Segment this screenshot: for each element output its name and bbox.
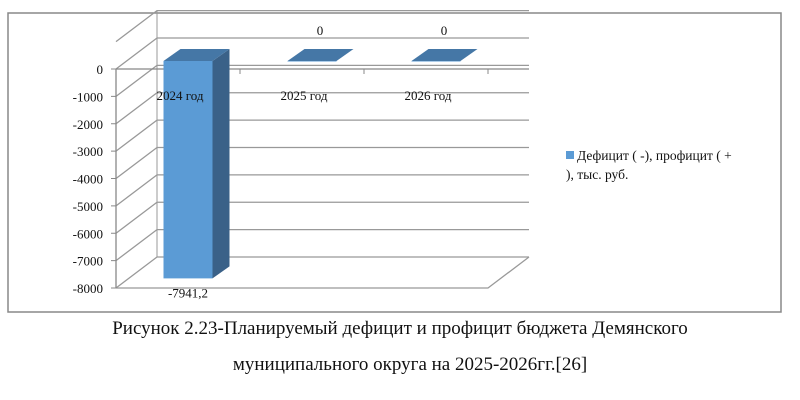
y-tick-label: -6000 — [73, 226, 103, 241]
data-label: 0 — [441, 23, 448, 38]
gridline — [115, 201, 529, 234]
floor-edge — [116, 256, 530, 289]
figure-caption-line1: Рисунок 2.23-Планируемый дефицит и профи… — [112, 318, 688, 339]
gridline — [115, 64, 529, 97]
y-tick-label: -5000 — [73, 199, 103, 214]
legend-swatch — [566, 151, 574, 159]
y-tick-label: 0 — [97, 62, 104, 77]
gridline — [115, 119, 529, 152]
legend: Дефицит ( -), профицит ( + ), тыс. руб. — [566, 146, 776, 184]
gridline — [115, 146, 529, 180]
bar-top — [287, 49, 354, 61]
y-tick-label: -7000 — [73, 254, 103, 269]
y-tick-label: -8000 — [73, 281, 103, 296]
data-label: -7941,2 — [168, 285, 208, 300]
y-tick-label: -1000 — [73, 89, 103, 104]
category-label: 2024 год — [157, 88, 204, 103]
gridline — [115, 256, 529, 289]
y-tick-label: -4000 — [73, 172, 103, 187]
legend-label-line1: Дефицит ( -), профицит ( + — [577, 148, 732, 163]
gridline — [115, 9, 529, 43]
gridline — [115, 37, 529, 70]
bar-front — [163, 61, 213, 279]
category-label: 2025 год — [281, 88, 328, 103]
gridline — [115, 228, 529, 262]
y-tick-label: -3000 — [73, 144, 103, 159]
bar-chart: 0 -1000 -2000 -3000 -4000 -5000 -6000 -7000 -800… — [7, 9, 782, 313]
bar-front — [411, 61, 461, 62]
category-label: 2026 год — [405, 88, 452, 103]
bar-top — [163, 49, 230, 61]
legend-label-line2: ), тыс. руб. — [566, 167, 629, 182]
bar-side — [212, 49, 230, 279]
y-tick-label: -2000 — [73, 117, 103, 132]
bar-top — [411, 49, 478, 61]
figure-caption-line2: муниципального округа на 2025-2026гг.[26… — [232, 354, 588, 375]
gridline — [115, 92, 529, 125]
gridline — [115, 174, 529, 207]
data-label: 0 — [317, 23, 324, 38]
bar-front — [287, 61, 337, 62]
